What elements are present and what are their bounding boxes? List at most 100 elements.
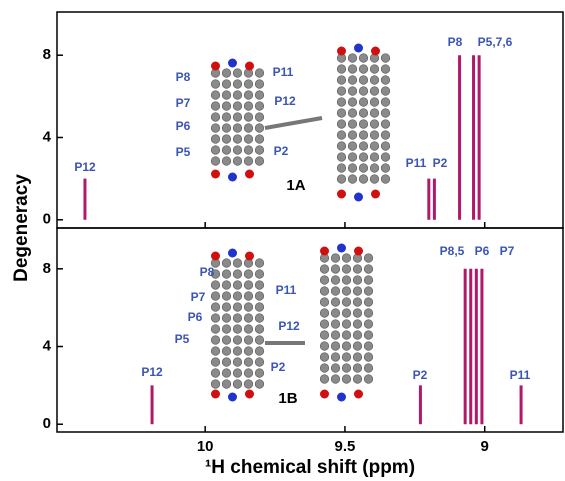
atom — [255, 157, 264, 166]
atom-o — [211, 62, 220, 71]
atom — [233, 358, 242, 367]
atom — [211, 347, 220, 356]
atom — [320, 320, 329, 329]
atom — [359, 65, 368, 74]
atom — [233, 69, 242, 78]
atom — [359, 120, 368, 129]
atom — [222, 303, 231, 312]
atom — [381, 65, 390, 74]
atom-n — [337, 244, 346, 253]
atom — [353, 331, 362, 340]
atom — [359, 76, 368, 85]
atom — [233, 259, 242, 268]
atom — [255, 113, 264, 122]
peak-label: P2 — [413, 368, 428, 382]
atom — [364, 320, 373, 329]
atom-o — [320, 247, 329, 256]
atom — [244, 113, 253, 122]
atom-o — [337, 190, 346, 199]
atom — [353, 353, 362, 362]
atom — [244, 80, 253, 89]
x-tick-label: 9 — [481, 438, 489, 455]
atom — [320, 309, 329, 318]
atom-o — [245, 170, 254, 179]
structure-label: P6 — [176, 119, 191, 133]
atom — [244, 314, 253, 323]
atom — [211, 113, 220, 122]
atom — [244, 380, 253, 389]
atom — [370, 142, 379, 151]
atom — [348, 153, 357, 162]
peak-label: P8 — [448, 35, 463, 49]
atom — [255, 124, 264, 133]
atom — [320, 298, 329, 307]
atom — [381, 120, 390, 129]
atom — [222, 270, 231, 279]
atom — [233, 102, 242, 111]
atom — [353, 276, 362, 285]
atom — [211, 369, 220, 378]
atom — [359, 153, 368, 162]
structure-label: P8 — [200, 265, 215, 279]
figure: Degeneracy ¹H chemical shift (ppm) 048P1… — [0, 0, 565, 481]
atom — [337, 175, 346, 184]
atom — [244, 325, 253, 334]
atom — [370, 175, 379, 184]
peak-label: P7 — [500, 244, 515, 258]
atom — [244, 124, 253, 133]
atom — [381, 175, 390, 184]
atom — [222, 113, 231, 122]
atom — [359, 175, 368, 184]
atom — [342, 254, 351, 263]
y-tick-label: 4 — [43, 128, 52, 145]
atom — [211, 281, 220, 290]
atom — [381, 76, 390, 85]
structure-label: P12 — [278, 319, 300, 333]
atom — [211, 135, 220, 144]
atom — [233, 336, 242, 345]
atom — [255, 347, 264, 356]
atom — [255, 80, 264, 89]
y-tick-label: 8 — [43, 46, 51, 63]
atom — [359, 131, 368, 140]
structure-label: P5 — [176, 145, 191, 159]
atom — [233, 380, 242, 389]
atom — [359, 98, 368, 107]
atom-o — [245, 390, 254, 399]
atom — [353, 265, 362, 274]
atom — [244, 369, 253, 378]
atom — [331, 276, 340, 285]
atom — [211, 380, 220, 389]
atom — [320, 265, 329, 274]
atom — [381, 98, 390, 107]
y-axis-title: Degeneracy — [11, 174, 32, 282]
atom — [211, 325, 220, 334]
atom — [320, 353, 329, 362]
atom — [211, 80, 220, 89]
atom — [342, 331, 351, 340]
atom — [370, 109, 379, 118]
atom — [255, 102, 264, 111]
atom-o — [354, 390, 363, 399]
atom — [255, 325, 264, 334]
atom-n — [337, 393, 346, 402]
atom — [331, 353, 340, 362]
atom — [364, 375, 373, 384]
atom — [348, 109, 357, 118]
atom — [211, 102, 220, 111]
atom — [255, 270, 264, 279]
atom — [364, 276, 373, 285]
atom — [222, 292, 231, 301]
atom — [342, 276, 351, 285]
atom — [233, 325, 242, 334]
atom — [320, 364, 329, 373]
structure-label: P2 — [271, 360, 286, 374]
atom — [359, 87, 368, 96]
atom — [233, 157, 242, 166]
peak-label: P2 — [433, 156, 448, 170]
structure-label: P8 — [176, 70, 191, 84]
atom — [331, 298, 340, 307]
atom-n — [228, 59, 237, 68]
atom — [353, 287, 362, 296]
atom — [222, 358, 231, 367]
